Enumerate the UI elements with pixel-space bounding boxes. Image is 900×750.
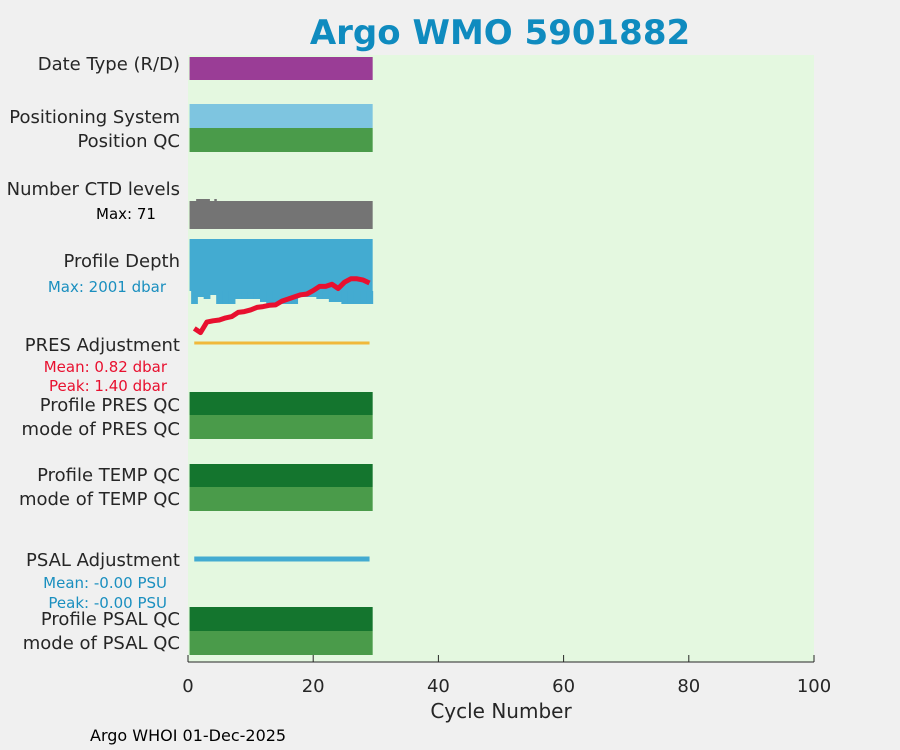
profile-depth-bar [197, 291, 205, 297]
row-label: mode of TEMP QC [19, 489, 180, 510]
ctd-levels-bar [214, 199, 217, 201]
row-label: Profile PSAL QC [41, 609, 180, 630]
depth-max-note: Max: 2001 dbar [48, 278, 167, 296]
profile-depth-bar [347, 291, 355, 304]
row-bar [189, 104, 373, 128]
row-bars [189, 57, 374, 655]
profile-depth-bar [272, 291, 280, 304]
row-label: Profile Depth [63, 251, 180, 272]
profile-depth-bar [222, 291, 230, 304]
profile-depth-bar [216, 291, 223, 304]
x-tick-label: 80 [677, 676, 700, 697]
ctd-max-note: Max: 71 [96, 205, 156, 223]
row-bar [189, 415, 373, 439]
row-label: Profile PRES QC [40, 395, 180, 416]
pres-peak-note: Peak: 1.40 dbar [49, 377, 168, 395]
row-label: PSAL Adjustment [26, 550, 180, 571]
pres-mean-note: Mean: 0.82 dbar [44, 358, 168, 376]
row-bar [189, 607, 373, 631]
profile-depth-bar [266, 291, 274, 304]
ctd-levels-bar [189, 201, 373, 229]
psal-peak-note: Peak: -0.00 PSU [48, 594, 167, 612]
x-axis-label: Cycle Number [430, 699, 572, 723]
x-axis: 0 20 40 60 80 100 [182, 655, 831, 697]
x-tick-label: 60 [552, 676, 575, 697]
profile-depth-bar [335, 291, 342, 302]
pres-adjustment-line [192, 276, 371, 336]
chart-title: Argo WMO 5901882 [310, 13, 690, 53]
x-tick-label: 100 [797, 676, 831, 697]
row-bar [189, 128, 373, 152]
profile-depth-bar [366, 291, 374, 304]
row-bar [189, 392, 373, 415]
profile-depth-bar [247, 291, 255, 299]
profile-depth-bar [341, 291, 349, 304]
profile-depth-bar [278, 291, 286, 304]
row-labels: Date Type (R/D) Positioning System Positio… [7, 54, 180, 654]
profile-depth-bar [259, 291, 267, 302]
row-bar [189, 631, 373, 655]
profile-depth-bar [322, 291, 330, 299]
psal-mean-note: Mean: -0.00 PSU [43, 574, 167, 592]
profile-depth-bar [253, 291, 261, 299]
row-label: Positioning System [9, 107, 180, 128]
x-tick-label: 0 [182, 676, 193, 697]
row-label: mode of PRES QC [22, 419, 180, 440]
profile-depth-bar [209, 291, 217, 295]
x-tick-label: 40 [427, 676, 450, 697]
row-label: Date Type (R/D) [38, 54, 180, 75]
row-bar [189, 487, 373, 511]
profile-depth-bar [353, 291, 361, 304]
row-bar [189, 464, 373, 487]
profile-depth-bar [228, 291, 236, 304]
profile-depth-bar [241, 291, 248, 299]
footer-credit: Argo WHOI 01-Dec-2025 [90, 726, 286, 745]
profile-depth-bar [191, 291, 198, 304]
row-label: mode of PSAL QC [23, 633, 180, 654]
row-label: PRES Adjustment [25, 335, 180, 356]
profile-depth-bar [360, 291, 367, 304]
ctd-levels-bar [196, 199, 210, 201]
row-label: Profile TEMP QC [37, 465, 180, 486]
row-label: Position QC [77, 131, 180, 152]
row-bar [189, 57, 373, 80]
profile-depth-bar [203, 291, 211, 299]
profile-depth-bar [328, 291, 336, 302]
profile-depth-bar [316, 291, 324, 299]
profile-depth-bar [310, 291, 317, 297]
x-tick-label: 20 [302, 676, 325, 697]
row-label: Number CTD levels [7, 179, 180, 200]
profile-depth-bar [234, 291, 242, 299]
